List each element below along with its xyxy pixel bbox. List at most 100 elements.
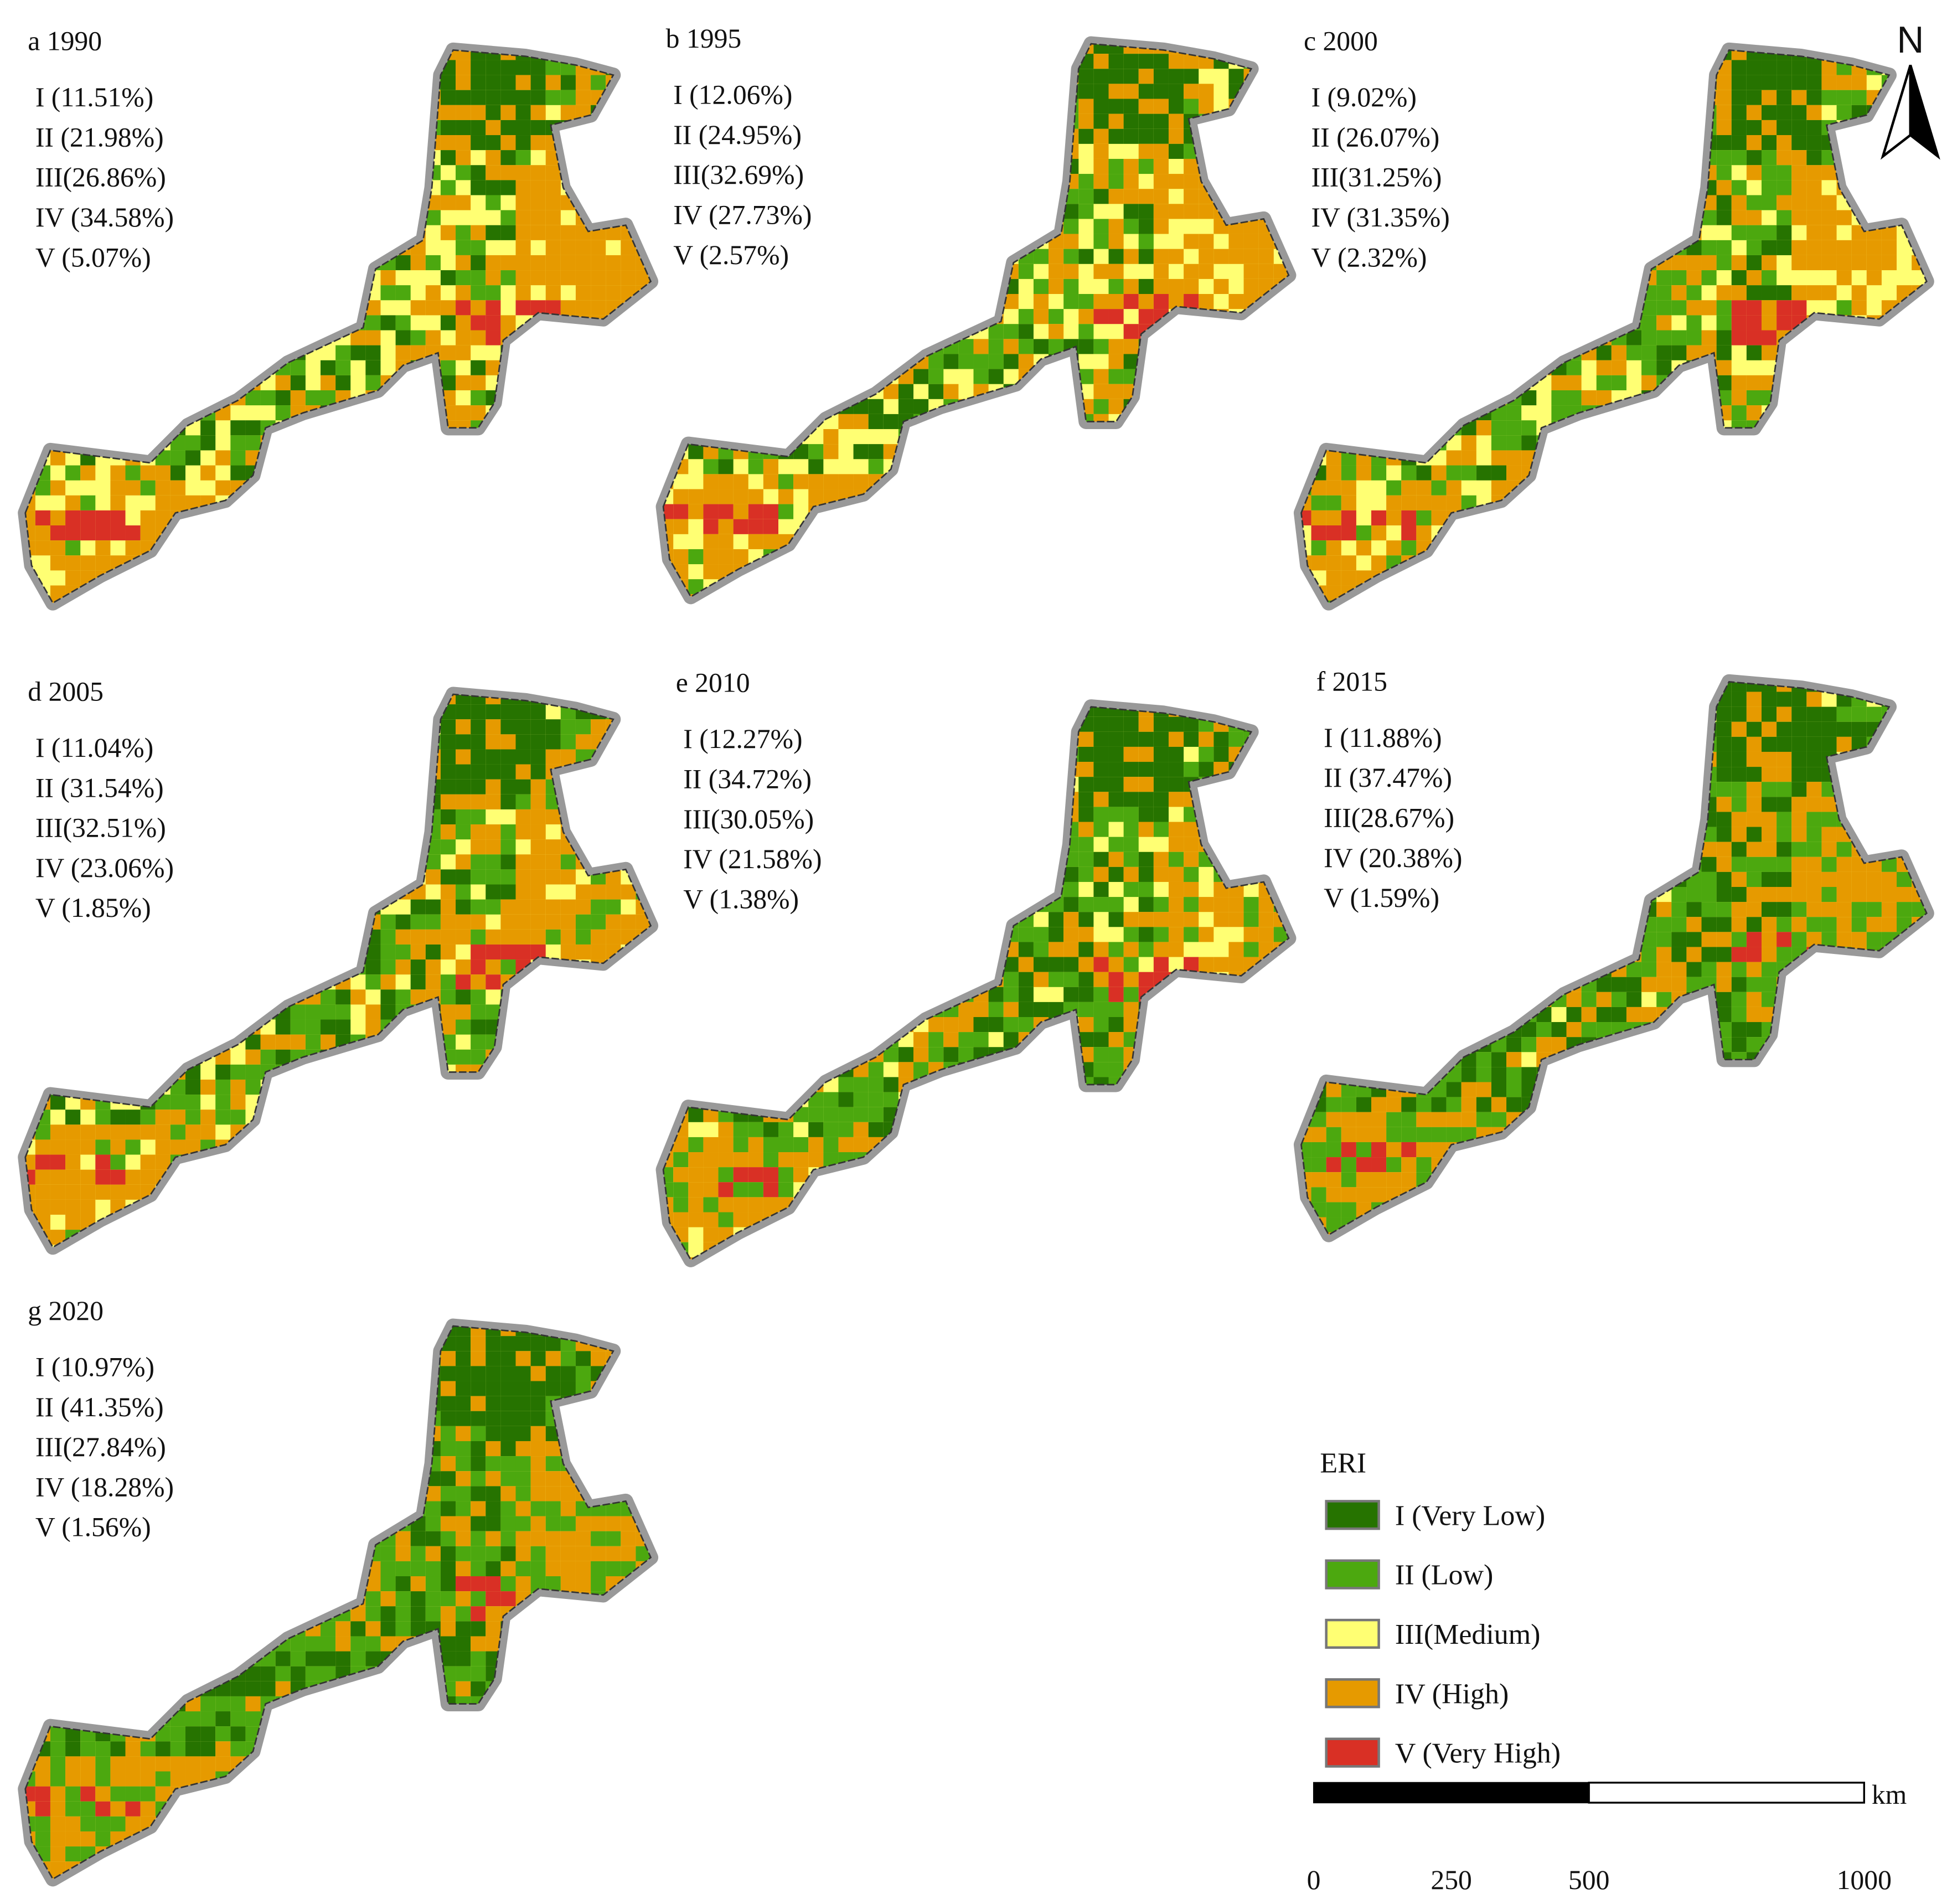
map-cell xyxy=(305,929,321,945)
map-cell xyxy=(838,44,854,54)
map-cell xyxy=(621,839,636,855)
map-cell xyxy=(913,399,929,414)
map-cell xyxy=(1611,540,1626,556)
map-cell xyxy=(1078,459,1094,474)
map-cell xyxy=(1184,429,1199,445)
map-cell xyxy=(733,579,748,595)
map-cell xyxy=(440,914,456,930)
map-cell xyxy=(1386,315,1402,331)
map-cell xyxy=(395,150,411,166)
map-cell xyxy=(25,210,35,225)
map-cell xyxy=(260,989,276,1005)
map-cell xyxy=(1641,480,1657,496)
map-cell xyxy=(35,1199,50,1215)
map-cell xyxy=(440,1124,456,1140)
map-cell xyxy=(1671,405,1687,421)
map-cell xyxy=(621,719,636,735)
map-cell xyxy=(80,330,96,345)
map-cell xyxy=(500,959,516,975)
map-cell xyxy=(125,1064,141,1080)
map-cell xyxy=(305,944,321,960)
map-cell xyxy=(215,1079,231,1095)
map-cell xyxy=(1311,315,1326,331)
map-cell xyxy=(606,899,621,915)
map-cell xyxy=(365,345,381,360)
map-cell xyxy=(560,495,576,510)
map-cell xyxy=(1746,60,1762,75)
map-cell xyxy=(1927,375,1941,390)
map-cell xyxy=(215,929,231,945)
map-cell xyxy=(215,959,231,975)
map-cell xyxy=(663,69,674,84)
map-cell xyxy=(591,1139,606,1155)
map-cell xyxy=(1731,75,1747,90)
map-cell xyxy=(471,540,486,556)
map-cell xyxy=(1446,285,1462,301)
map-cell xyxy=(1289,144,1304,159)
map-cell xyxy=(1761,255,1777,271)
map-cell xyxy=(245,90,261,105)
map-cell xyxy=(440,585,456,601)
map-cell xyxy=(471,1019,486,1035)
map-cell xyxy=(545,1110,561,1125)
map-cell xyxy=(335,1095,351,1110)
map-cell xyxy=(1063,293,1079,309)
map-cell xyxy=(1881,165,1897,180)
map-cell xyxy=(621,405,636,421)
map-cell xyxy=(1581,540,1597,556)
map-cell xyxy=(1184,399,1199,414)
map-cell xyxy=(380,420,396,436)
map-cell xyxy=(1446,300,1462,316)
map-cell xyxy=(763,504,778,519)
map-cell xyxy=(591,195,606,210)
map-cell xyxy=(793,354,809,369)
map-cell xyxy=(1806,90,1822,105)
map-cell xyxy=(1138,534,1154,549)
map-cell xyxy=(321,150,336,166)
map-cell xyxy=(1777,585,1792,601)
map-cell xyxy=(1461,450,1476,466)
map-cell xyxy=(215,1169,231,1185)
map-cell xyxy=(365,510,381,526)
map-cell xyxy=(125,974,141,990)
map-cell xyxy=(703,474,719,489)
map-cell xyxy=(1731,525,1747,541)
map-cell xyxy=(1716,120,1732,136)
map-cell xyxy=(621,50,636,60)
map-cell xyxy=(410,1019,426,1035)
map-cell xyxy=(898,264,914,279)
map-cell xyxy=(170,165,185,180)
map-cell xyxy=(50,989,66,1005)
map-cell xyxy=(1566,435,1582,451)
map-cell xyxy=(1491,570,1507,586)
map-cell xyxy=(530,809,546,825)
map-cell xyxy=(591,1169,606,1185)
map-cell xyxy=(1506,105,1522,120)
map-cell xyxy=(1108,54,1124,69)
map-cell xyxy=(1168,414,1184,430)
map-cell xyxy=(1506,450,1522,466)
map-cell xyxy=(1199,414,1214,430)
map-cell xyxy=(215,375,231,390)
map-cell xyxy=(733,278,748,294)
map-cell xyxy=(1596,435,1612,451)
map-cell xyxy=(718,54,734,69)
map-cell xyxy=(928,234,944,249)
map-cell xyxy=(515,704,531,720)
map-cell xyxy=(1566,585,1582,601)
map-cell xyxy=(185,824,201,840)
map-cell xyxy=(621,1049,636,1065)
map-cell xyxy=(575,694,591,705)
map-cell xyxy=(1168,474,1184,489)
map-cell xyxy=(35,330,50,345)
map-cell xyxy=(1611,285,1626,301)
map-cell xyxy=(395,495,411,510)
map-cell xyxy=(545,1199,561,1215)
map-cell xyxy=(1184,264,1199,279)
map-cell xyxy=(1866,195,1882,210)
map-cell xyxy=(793,54,809,69)
map-cell xyxy=(365,869,381,885)
map-cell xyxy=(606,465,621,481)
map-cell xyxy=(1108,489,1124,504)
map-cell xyxy=(636,749,651,765)
